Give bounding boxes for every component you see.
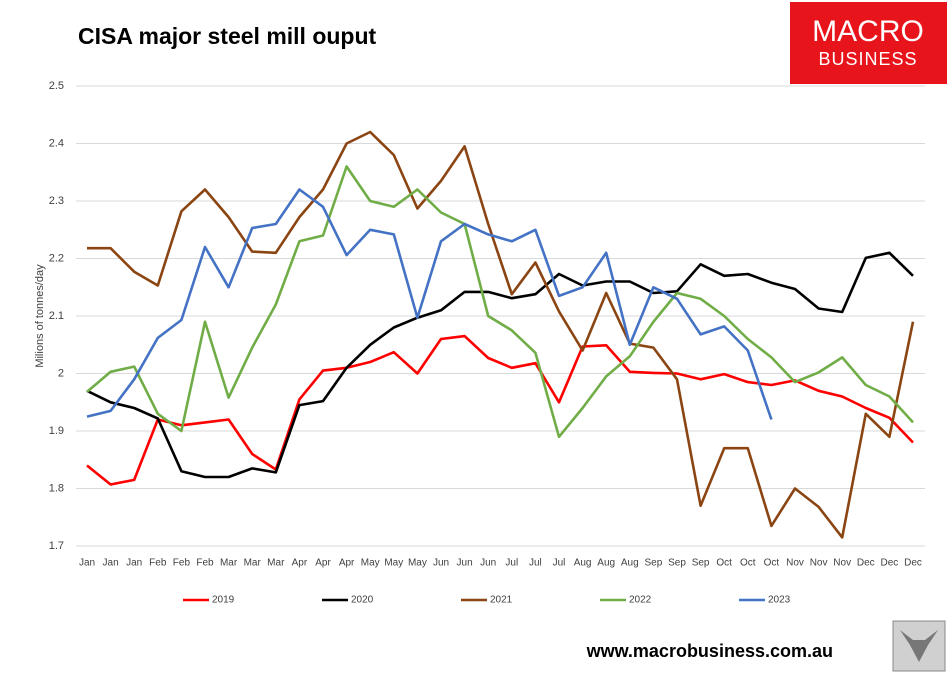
chart-title: CISA major steel mill ouput <box>78 23 377 49</box>
legend-label: 2021 <box>490 595 513 606</box>
x-tick-label: Jan <box>103 558 119 569</box>
legend-label: 2023 <box>768 595 791 606</box>
legend-label: 2020 <box>351 595 374 606</box>
line-series <box>86 165 914 439</box>
y-tick-label: 1.9 <box>49 425 64 437</box>
y-tick-label: 2.3 <box>49 195 64 207</box>
logo-box <box>790 2 947 84</box>
y-tick-label: 2 <box>58 367 64 379</box>
x-tick-label: Nov <box>786 558 804 569</box>
x-tick-label: Mar <box>220 558 238 569</box>
x-tick-label: Aug <box>621 558 639 569</box>
x-tick-label: Jun <box>480 558 496 569</box>
x-tick-label: Dec <box>904 558 922 569</box>
y-tick-label: 1.7 <box>49 540 64 552</box>
x-tick-label: Dec <box>881 558 899 569</box>
x-tick-label: May <box>361 558 380 569</box>
line-series <box>87 130 915 539</box>
x-tick-label: Mar <box>267 558 285 569</box>
x-tick-label: Feb <box>149 558 167 569</box>
line-series <box>86 334 914 486</box>
logo-text: MACRO <box>812 15 924 48</box>
x-tick-label: Sep <box>645 558 663 569</box>
y-tick-label: 2.5 <box>49 80 64 92</box>
y-axis-label: Milions of tonnes/day <box>34 264 46 368</box>
x-tick-label: Jul <box>505 558 518 569</box>
x-tick-label: Sep <box>668 558 686 569</box>
x-tick-label: Feb <box>196 558 214 569</box>
x-tick-label: Nov <box>810 558 828 569</box>
y-tick-label: 2.4 <box>49 137 64 149</box>
legend-label: 2022 <box>629 595 652 606</box>
y-tick-label: 2.1 <box>49 310 64 322</box>
x-tick-label: Jul <box>529 558 542 569</box>
x-tick-label: Apr <box>292 558 308 569</box>
x-tick-label: Jan <box>126 558 142 569</box>
x-tick-label: Oct <box>764 558 780 569</box>
x-tick-label: Apr <box>315 558 331 569</box>
x-tick-label: Jun <box>457 558 473 569</box>
logo-text: BUSINESS <box>818 49 917 69</box>
x-tick-label: May <box>408 558 427 569</box>
line-series <box>86 251 914 479</box>
x-tick-label: Aug <box>597 558 615 569</box>
x-tick-label: May <box>384 558 403 569</box>
x-tick-label: Aug <box>574 558 592 569</box>
wolf-icon <box>900 630 938 662</box>
x-tick-label: Feb <box>173 558 191 569</box>
x-tick-label: Sep <box>692 558 710 569</box>
footer: www.macrobusiness.com.au <box>586 641 833 661</box>
x-tick-label: Dec <box>857 558 875 569</box>
x-tick-label: Jul <box>553 558 566 569</box>
x-tick-label: Jun <box>433 558 449 569</box>
legend-label: 2019 <box>212 595 235 606</box>
x-tick-label: Mar <box>244 558 262 569</box>
line-series <box>86 188 773 420</box>
x-tick-label: Nov <box>833 558 851 569</box>
x-tick-label: Jan <box>79 558 95 569</box>
y-tick-label: 1.8 <box>49 482 64 494</box>
x-tick-label: Apr <box>339 558 355 569</box>
x-tick-label: Oct <box>740 558 756 569</box>
y-tick-label: 2.2 <box>49 252 64 264</box>
x-tick-label: Oct <box>716 558 732 569</box>
